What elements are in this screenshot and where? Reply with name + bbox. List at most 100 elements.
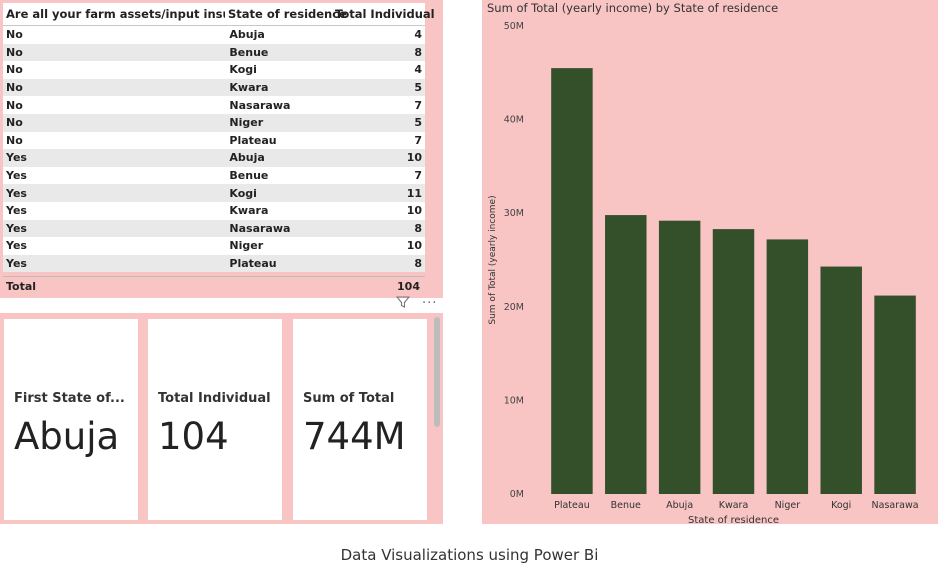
cell-total: 8 — [414, 45, 423, 59]
table-body: No Abuja 4 No Benue 8 No Kogi 4 No Kwara 5 No Nasaraw… — [3, 26, 425, 273]
scrollbar[interactable] — [434, 317, 440, 427]
cell-state: Kwara — [229, 81, 269, 95]
cell-state: Nasarawa — [229, 221, 291, 235]
cell-total: 8 — [414, 221, 423, 235]
cell-insured: No — [6, 45, 23, 59]
cell-state: Kwara — [229, 204, 269, 218]
cell-state: Abuja — [229, 151, 265, 165]
x-axis-label: State of residence — [688, 515, 779, 524]
cell-insured: No — [6, 98, 23, 112]
table-total-row: Total 104 — [3, 276, 425, 295]
table-row[interactable]: Yes Niger 10 — [3, 237, 425, 255]
card-label: Sum of Total — [303, 391, 395, 406]
table-visual[interactable]: Are all your farm assets/input insured? … — [0, 0, 443, 298]
bar-benue[interactable] — [605, 215, 647, 494]
cell-total: 7 — [414, 98, 423, 112]
bar-nasarawa[interactable] — [874, 295, 916, 494]
bar-plateau[interactable] — [551, 68, 593, 495]
bar-kwara[interactable] — [712, 229, 755, 494]
cell-total: 7 — [414, 133, 423, 147]
cell-state: Nasarawa — [229, 98, 291, 112]
bar-kogi[interactable] — [820, 266, 862, 494]
card-label: Total Individual — [158, 391, 271, 406]
cell-insured: Yes — [6, 257, 27, 271]
cell-insured: No — [6, 63, 23, 77]
cell-total: 8 — [414, 257, 423, 271]
table-row[interactable]: Yes Abuja 10 — [3, 149, 425, 167]
cards-panel: First State of... Abuja Total Individual… — [0, 313, 443, 524]
y-axis-label: Sum of Total (yearly income) — [488, 195, 498, 324]
cell-state: Benue — [229, 45, 269, 59]
x-tick-label: Benue — [611, 500, 641, 511]
y-tick-label: 10M — [504, 395, 524, 406]
cell-insured: No — [6, 116, 23, 130]
filter-icon[interactable] — [396, 295, 410, 309]
cell-total: 7 — [414, 169, 423, 183]
table-row[interactable]: No Plateau 7 — [3, 131, 425, 150]
bar-chart: 0M 10M 20M 30M 40M 50M Plateau Benue Abuja Kwara N… — [488, 21, 919, 524]
cell-insured: Yes — [6, 169, 27, 183]
table-row[interactable]: No Kwara 5 — [3, 78, 425, 97]
table-row[interactable]: Yes Benue 7 — [3, 166, 425, 185]
x-tick-label: Kogi — [831, 500, 851, 511]
cell-total: 10 — [406, 151, 423, 165]
table-row[interactable]: Yes Kwara 10 — [3, 201, 425, 220]
cell-state: Plateau — [229, 257, 277, 271]
table-row[interactable]: No Kogi 4 — [3, 61, 425, 79]
card-label: First State of... — [14, 391, 125, 406]
card-value: 104 — [158, 415, 229, 458]
figure-caption: Data Visualizations using Power Bi — [340, 546, 599, 564]
cell-total: 5 — [414, 81, 423, 95]
cell-state: Benue — [229, 169, 269, 183]
y-tick-label: 40M — [504, 115, 524, 126]
cell-total: 10 — [406, 239, 423, 253]
table-row[interactable]: No Benue 8 — [3, 43, 425, 62]
x-tick-label: Niger — [775, 500, 801, 511]
total-label: Total — [6, 279, 37, 293]
table-row[interactable]: No Nasarawa 7 — [3, 96, 425, 114]
cell-state: Plateau — [229, 133, 277, 147]
cell-total: 10 — [406, 204, 423, 218]
table-row[interactable]: Yes Nasarawa 8 — [3, 219, 425, 238]
card-value: 744M — [303, 415, 406, 458]
column-header-state[interactable]: State of residence — [228, 7, 347, 21]
x-tick-label: Plateau — [554, 500, 590, 511]
cell-total: 4 — [414, 28, 423, 42]
chart-title: Sum of Total (yearly income) by State of… — [487, 1, 779, 15]
data-table: Are all your farm assets/input insured? … — [3, 3, 435, 273]
cell-state: Niger — [229, 116, 264, 130]
card-first-state[interactable]: First State of... Abuja — [4, 319, 138, 520]
y-tick-label: 0M — [510, 489, 524, 500]
column-header-total[interactable]: Total Individual — [335, 7, 435, 21]
y-tick-label: 20M — [504, 302, 524, 313]
table-row[interactable]: No Abuja 4 — [3, 26, 425, 44]
table-row[interactable]: Yes Kogi 11 — [3, 184, 425, 202]
more-options-icon[interactable]: ... — [422, 292, 438, 307]
cell-insured: Yes — [6, 151, 27, 165]
cell-state: Kogi — [229, 63, 257, 77]
cell-state: Kogi — [229, 186, 257, 200]
cell-insured: Yes — [6, 221, 27, 235]
table-header: Are all your farm assets/input insured? … — [3, 3, 435, 26]
card-total-individual[interactable]: Total Individual 104 — [148, 319, 282, 520]
cell-total: 4 — [414, 63, 423, 77]
x-tick-label: Abuja — [666, 500, 693, 511]
table-row[interactable]: No Niger 5 — [3, 113, 425, 132]
card-sum-of-total[interactable]: Sum of Total 744M — [293, 319, 427, 520]
cell-insured: No — [6, 133, 23, 147]
column-header-insured[interactable]: Are all your farm assets/input insured? — [6, 7, 225, 21]
cell-total: 5 — [414, 116, 423, 130]
y-tick-label: 50M — [504, 21, 524, 32]
total-value: 104 — [397, 279, 420, 293]
cell-insured: No — [6, 28, 23, 42]
cell-total: 11 — [406, 186, 423, 200]
y-tick-label: 30M — [504, 208, 524, 219]
bar-abuja[interactable] — [658, 220, 701, 495]
table-row[interactable]: Yes Plateau 8 — [3, 254, 425, 273]
bar-niger[interactable] — [766, 239, 809, 494]
cell-insured: Yes — [6, 186, 27, 200]
cell-insured: Yes — [6, 239, 27, 253]
bar-chart-visual[interactable]: Sum of Total (yearly income) by State of… — [482, 0, 938, 524]
cell-insured: No — [6, 81, 23, 95]
card-value: Abuja — [14, 415, 120, 458]
